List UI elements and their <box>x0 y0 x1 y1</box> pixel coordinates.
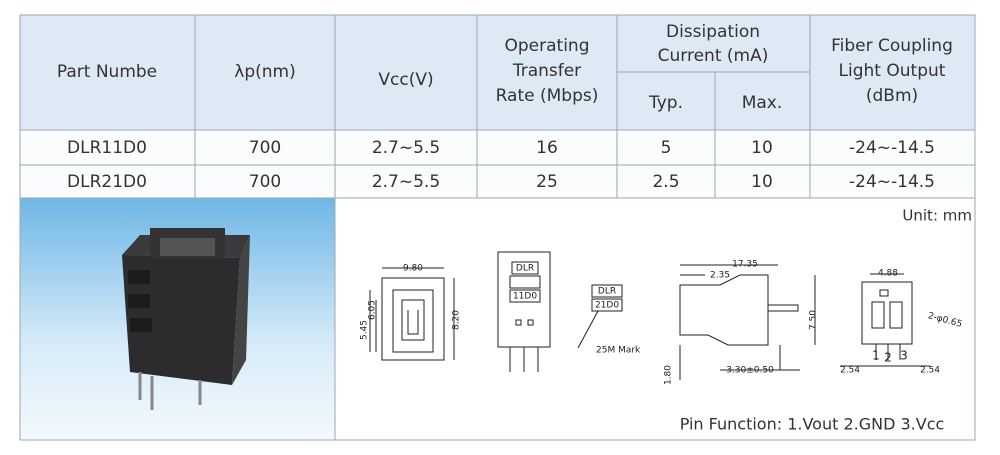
mark: 21D0 <box>595 301 619 311</box>
header-cell: Vcc(V) <box>378 70 433 90</box>
table-cell: 700 <box>249 138 281 158</box>
header-cell: Max. <box>742 93 783 113</box>
header-cell: Rate (Mbps) <box>496 86 599 106</box>
table-cell: 2.7~5.5 <box>372 172 440 192</box>
dimension: 2.54 <box>920 366 940 376</box>
pin-number: 1 <box>872 349 880 363</box>
dimension: 2-φ0.65 <box>927 311 963 330</box>
header-cell: λp(nm) <box>234 62 295 82</box>
table-cell: 700 <box>249 172 281 192</box>
header-cell: Transfer <box>512 61 581 81</box>
header-cell: Part Numbe <box>57 62 157 82</box>
dimension: 6.05 <box>368 300 378 320</box>
header-cell: Dissipation <box>666 22 760 42</box>
photo <box>122 228 250 410</box>
table-cell: 25 <box>536 172 558 192</box>
dimension: 5.45 <box>360 320 370 340</box>
table-cell: -24~-14.5 <box>849 172 935 192</box>
table-cell: DLR11D0 <box>67 138 147 158</box>
table-cell: 2.7~5.5 <box>372 138 440 158</box>
header-cell: Typ. <box>648 93 683 113</box>
mark: 25M Mark <box>596 346 641 356</box>
header-cell: Fiber Coupling <box>831 36 953 56</box>
header-cell: Current (mA) <box>658 46 769 66</box>
rows-bg <box>20 130 975 198</box>
dimension: 1.80 <box>664 365 674 385</box>
table-cell: 10 <box>751 138 773 158</box>
pin-number: 3 <box>900 349 908 363</box>
table-cell: 2.5 <box>652 172 679 192</box>
drawing-labels: 9.80 6.05 5.45 8.20 DLR 11D0 DLR 21D0 25… <box>360 260 964 386</box>
table-cell: 5 <box>661 138 672 158</box>
table-grid <box>19 14 976 441</box>
table-cell: 10 <box>751 172 773 192</box>
dimension: 7.50 <box>809 310 819 330</box>
drawings <box>369 251 930 380</box>
header-cell: Light Output <box>839 61 946 81</box>
dimension: 8.20 <box>452 310 462 330</box>
table-cell: DLR21D0 <box>67 172 147 192</box>
header-cell: (dBm) <box>866 86 918 106</box>
table-cell: -24~-14.5 <box>849 138 935 158</box>
table-cell: 16 <box>536 138 558 158</box>
dimension: 3.30±0.50 <box>726 366 774 376</box>
dimension: 2.54 <box>840 366 860 376</box>
dimension: 9.80 <box>403 264 423 274</box>
mark: DLR <box>598 287 616 297</box>
header-cell: Operating <box>505 36 590 56</box>
mark: DLR <box>516 264 534 274</box>
unit: Unit: mm <box>902 207 972 225</box>
dimension: 2.35 <box>710 271 730 281</box>
mark: 11D0 <box>513 292 537 302</box>
pin-number: 2 <box>884 351 892 365</box>
table-body: DLR11D0 700 2.7~5.5 16 5 10 -24~-14.5 DLR21D0 70… <box>67 138 935 192</box>
dimension: 4.88 <box>878 269 898 279</box>
pin-function: Pin Function: 1.Vout 2.GND 3.Vcc <box>680 415 945 434</box>
header-bg <box>20 15 975 130</box>
dimension: 17.35 <box>732 260 758 270</box>
